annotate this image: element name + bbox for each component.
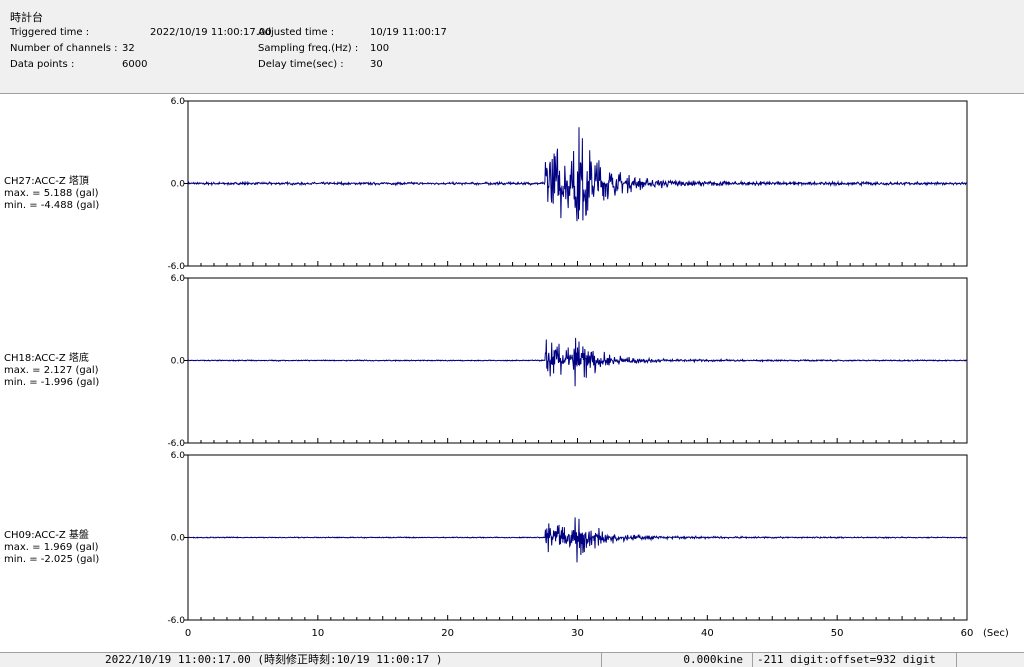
channel-panel-0: 6.0 0.0 -6.0 xyxy=(167,97,968,272)
x-tick-label: 60 xyxy=(961,628,974,639)
x-tick-label: 40 xyxy=(701,628,714,639)
delay-label: Delay time(sec) : xyxy=(258,59,344,70)
adjusted-label: Adjusted time : xyxy=(258,27,335,38)
delay-value: 30 xyxy=(370,59,383,70)
waveform-plot-area: CH27:ACC-Z 塔頂 max. = 5.188 (gal) min. = … xyxy=(0,95,1024,652)
x-tick-label: 50 xyxy=(831,628,844,639)
channel-max: max. = 2.127 (gal) xyxy=(4,365,99,376)
x-tick-label: 20 xyxy=(441,628,454,639)
sampling-value: 100 xyxy=(370,43,390,54)
x-tick-label: 10 xyxy=(311,628,324,639)
channel-info-ch27: CH27:ACC-Z 塔頂 max. = 5.188 (gal) min. = … xyxy=(4,176,99,212)
channel-info-ch18: CH18:ACC-Z 塔底 max. = 2.127 (gal) min. = … xyxy=(4,353,99,389)
y-tick-label: -6.0 xyxy=(167,262,185,272)
channel-min: min. = -1.996 (gal) xyxy=(4,377,100,388)
status-bar: 2022/10/19 11:00:17.00 (時刻修正時刻:10/19 11:… xyxy=(0,652,1024,667)
status-empty xyxy=(956,653,1024,667)
y-tick-label: 6.0 xyxy=(171,97,186,107)
waveform-chart: 6.00.0-6.06.00.0-6.06.00.0-6.00 10 20 30 40 5… xyxy=(167,97,1009,639)
x-axis-unit: (Sec) xyxy=(983,628,1009,639)
y-tick-label: 0.0 xyxy=(171,534,186,544)
channel-name: CH27:ACC-Z 塔頂 xyxy=(4,176,89,187)
y-tick-label: 6.0 xyxy=(171,451,186,461)
channel-name: CH18:ACC-Z 塔底 xyxy=(4,353,89,364)
channels-value: 32 xyxy=(122,43,135,54)
channel-min: min. = -2.025 (gal) xyxy=(4,554,100,565)
adjusted-value: 10/19 11:00:17 xyxy=(370,27,447,38)
x-tick-label: 0 xyxy=(185,628,191,639)
channels-label: Number of channels : xyxy=(10,43,118,54)
channel-panel-1: 6.0 0.0 -6.0 xyxy=(167,274,968,449)
triggered-value: 2022/10/19 11:00:17.00 xyxy=(150,27,272,38)
y-tick-label: 0.0 xyxy=(171,357,186,367)
channel-max: max. = 1.969 (gal) xyxy=(4,542,99,553)
waveform-trace xyxy=(187,127,968,222)
x-tick-label: 30 xyxy=(571,628,584,639)
triggered-label: Triggered time : xyxy=(10,27,90,38)
channel-max: max. = 5.188 (gal) xyxy=(4,188,99,199)
status-kine: 0.000kine xyxy=(601,653,751,667)
waveform-trace xyxy=(187,337,968,387)
channel-panel-2: 6.0 0.0 -6.0 xyxy=(167,451,968,626)
status-digit: -211 digit:offset=932 digit xyxy=(752,653,955,667)
datapoints-value: 6000 xyxy=(122,59,148,70)
channel-name: CH09:ACC-Z 基盤 xyxy=(4,530,89,541)
channel-info-ch09: CH09:ACC-Z 基盤 max. = 1.969 (gal) min. = … xyxy=(4,530,99,566)
datapoints-label: Data points : xyxy=(10,59,75,70)
y-tick-label: 0.0 xyxy=(171,180,186,190)
y-tick-label: -6.0 xyxy=(167,616,185,626)
y-tick-label: 6.0 xyxy=(171,274,186,284)
channel-min: min. = -4.488 (gal) xyxy=(4,200,100,211)
waveform-trace xyxy=(188,517,968,563)
y-tick-label: -6.0 xyxy=(167,439,185,449)
status-time: 2022/10/19 11:00:17.00 (時刻修正時刻:10/19 11:… xyxy=(105,653,443,666)
info-header: 時計台 Triggered time : 2022/10/19 11:00:17… xyxy=(0,0,1024,94)
sampling-label: Sampling freq.(Hz) : xyxy=(258,43,359,54)
station-title: 時計台 xyxy=(10,11,43,24)
